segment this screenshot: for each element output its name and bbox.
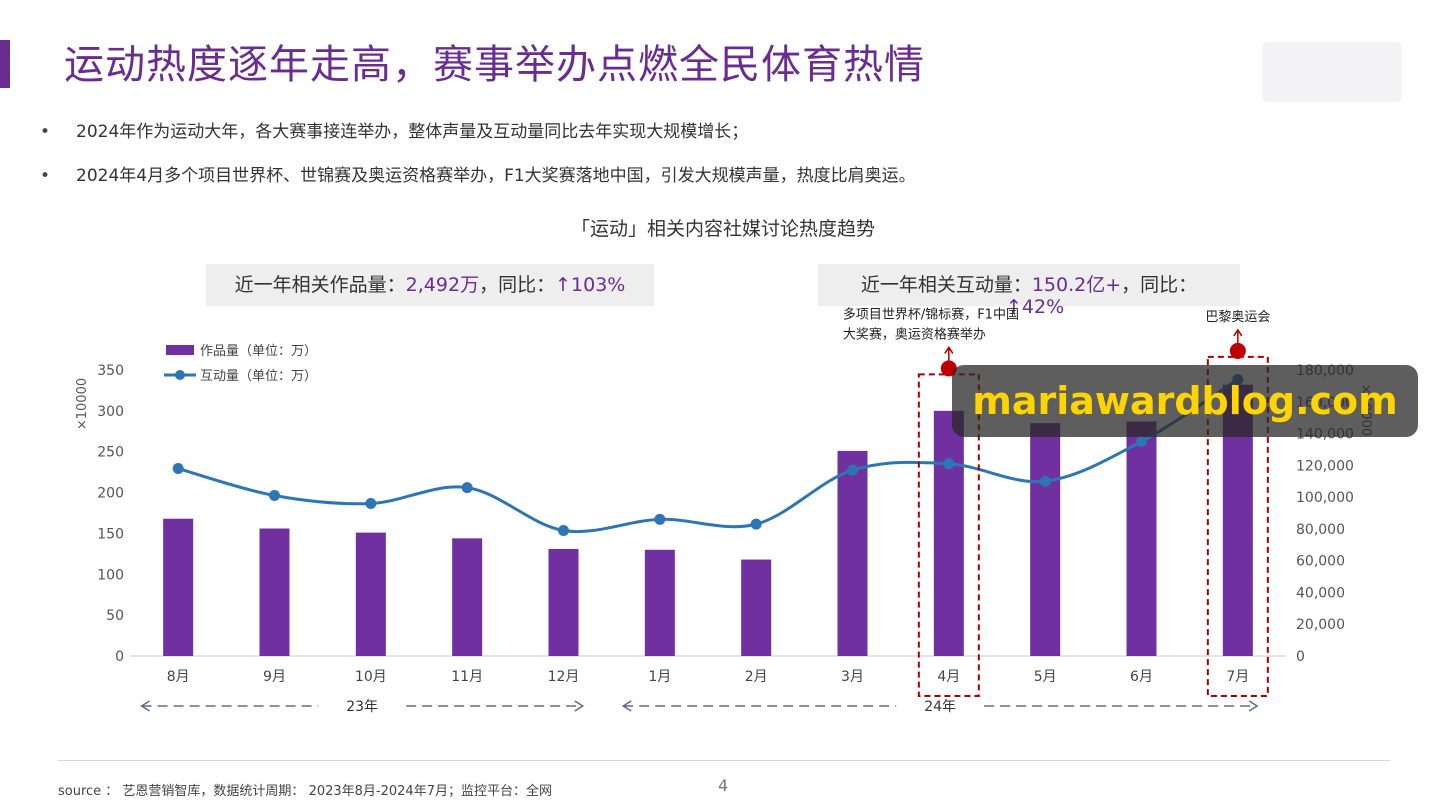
line-point-10月	[365, 497, 377, 509]
line-point-12月	[558, 524, 569, 536]
page-number: 4	[718, 776, 729, 795]
y-right-tick-label: 20,000	[1296, 617, 1345, 633]
y-right-tick-label: 80,000	[1296, 522, 1345, 538]
kpi-works-growth: ↑103%	[555, 274, 626, 296]
bar-6月	[1126, 421, 1157, 656]
year-range-arrow-right	[574, 700, 585, 712]
y-left-tick-label: 0	[115, 649, 124, 665]
page-title: 运动热度逐年走高，赛事举办点燃全民体育热情	[64, 42, 925, 88]
year-range-arrow-right	[1248, 700, 1259, 712]
bar-9月	[259, 528, 290, 656]
y-left-tick-label: 250	[97, 445, 124, 461]
legend-line-label: 互动量（单位：万）	[200, 369, 317, 384]
brand-logo	[1262, 42, 1402, 102]
legend-bar-label: 作品量（单位：万）	[200, 344, 317, 359]
bar-4月	[933, 410, 964, 656]
kpi-works-mid: ，同比：	[479, 274, 556, 296]
kpi-interaction-prefix: 近一年相关互动量：	[860, 274, 1032, 296]
kpi-works-prefix: 近一年相关作品量：	[234, 274, 406, 296]
x-tick-label: 4月	[937, 669, 960, 685]
y-left-tick-label: 150	[97, 526, 124, 542]
x-tick-label: 3月	[841, 669, 864, 685]
line-point-5月	[1039, 475, 1051, 487]
line-point-1月	[654, 513, 666, 525]
title-accent-bar	[0, 40, 10, 88]
kpi-works-value: 2,492万	[405, 274, 480, 296]
x-tick-label: 12月	[548, 669, 580, 685]
bullet-item: 2024年作为运动大年，各大赛事接连举办，整体声量及互动量同比去年实现大规模增长…	[40, 118, 916, 162]
bullet-item: 2024年4月多个项目世界杯、世锦赛及奥运资格赛举办，F1大奖赛落地中国，引发大…	[40, 162, 916, 206]
bar-5月	[1030, 423, 1061, 656]
x-tick-label: 2月	[745, 669, 768, 685]
kpi-interaction-mid: ，同比：	[1121, 274, 1198, 296]
x-tick-label: 10月	[355, 669, 387, 685]
x-tick-label: 9月	[263, 669, 286, 685]
annotation-marker-7月	[1229, 342, 1246, 359]
annotation-text: 巴黎奥运会	[1205, 310, 1270, 325]
year-range-label: 23年	[346, 699, 378, 715]
legend-bar-swatch	[166, 345, 194, 355]
kpi-interaction-growth: ↑42%	[1006, 296, 1065, 318]
footer-divider	[58, 760, 1390, 761]
x-tick-label: 8月	[167, 669, 190, 685]
x-tick-label: 5月	[1034, 669, 1057, 685]
y-left-tick-label: 350	[97, 363, 124, 379]
bar-10月	[355, 532, 386, 656]
kpi-interaction-box: 近一年相关互动量：150.2亿+，同比：	[818, 264, 1240, 306]
watermark-overlay: mariawardblog.com	[952, 365, 1418, 437]
bar-8月	[163, 518, 194, 656]
source-note: source ： 艺恩营销智库，数据统计周期： 2023年8月-2024年7月；…	[58, 784, 552, 799]
kpi-works-box: 近一年相关作品量：2,492万，同比：↑103%	[206, 264, 654, 306]
x-tick-label: 1月	[648, 669, 671, 685]
x-tick-label: 7月	[1226, 669, 1249, 685]
line-point-6月	[1136, 436, 1147, 447]
chart-title: 「运动」相关内容社媒讨论热度趋势	[570, 218, 875, 240]
bar-1月	[644, 549, 675, 656]
y-right-tick-label: 60,000	[1296, 554, 1345, 570]
legend-line-marker	[175, 370, 185, 380]
line-point-9月	[269, 490, 280, 502]
y-right-tick-label: 120,000	[1296, 458, 1354, 474]
kpi-interaction-value: 150.2亿+	[1031, 274, 1122, 296]
y-right-tick-label: 40,000	[1296, 585, 1345, 601]
y-right-tick-label: 0	[1296, 649, 1305, 665]
line-point-11月	[461, 482, 473, 494]
line-point-2月	[750, 518, 762, 530]
annotation-arrow-head-4月	[944, 346, 954, 354]
year-range-arrow-left	[621, 700, 632, 712]
bar-11月	[452, 538, 483, 656]
bar-12月	[548, 548, 579, 656]
y-left-tick-label: 300	[97, 404, 124, 420]
bar-2月	[741, 559, 772, 656]
year-range-arrow-left	[140, 700, 150, 712]
line-point-4月	[943, 458, 955, 470]
y-right-tick-label: 100,000	[1296, 490, 1354, 506]
annotation-arrow-head-7月	[1233, 328, 1243, 337]
line-point-8月	[172, 463, 184, 475]
annotation-text: 多项目世界杯/锦标赛，F1中国	[843, 306, 1019, 322]
line-point-3月	[847, 464, 858, 476]
y-left-axis-label: ×10000	[75, 378, 90, 430]
annotation-text: 大奖赛，奥运资格赛举办	[843, 326, 986, 342]
y-left-tick-label: 200	[97, 486, 124, 502]
year-range-label: 24年	[924, 699, 956, 715]
x-tick-label: 6月	[1130, 669, 1153, 685]
y-left-tick-label: 50	[106, 608, 124, 624]
bar-3月	[837, 450, 868, 656]
x-tick-label: 11月	[451, 669, 483, 685]
bullet-list: 2024年作为运动大年，各大赛事接连举办，整体声量及互动量同比去年实现大规模增长…	[40, 118, 916, 206]
y-left-tick-label: 100	[97, 567, 124, 583]
